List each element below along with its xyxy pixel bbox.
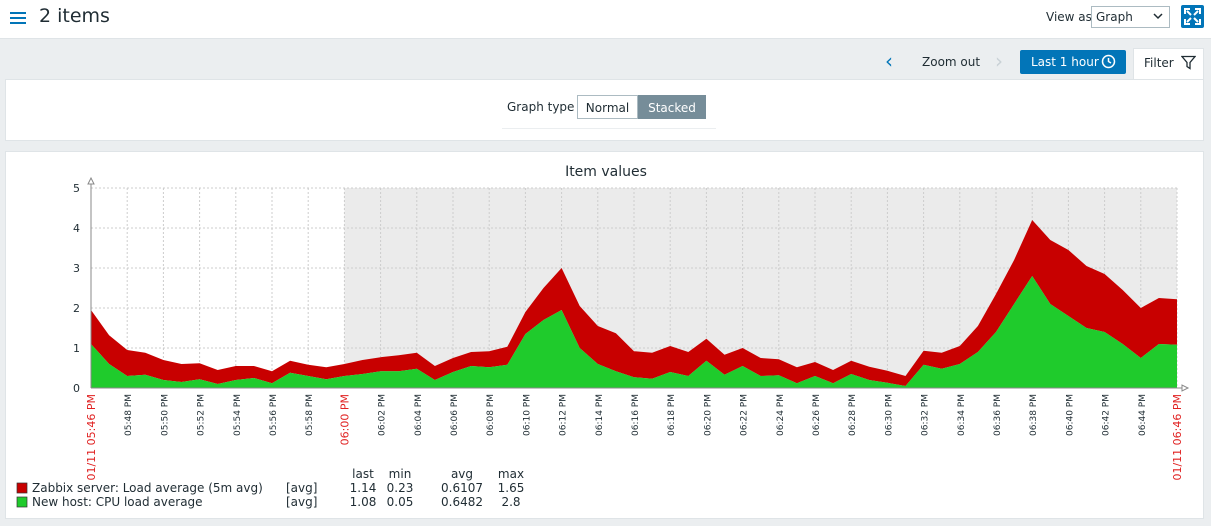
chevron-down-icon <box>1153 13 1163 20</box>
x-tick-label: 05:54 PM <box>233 394 243 436</box>
legend-header-avg: avg <box>451 467 473 481</box>
page-title: 2 items <box>39 5 110 27</box>
view-as-label: View as <box>1046 10 1092 24</box>
x-tick-label: 06:22 PM <box>740 394 750 436</box>
legend-value-avg: 0.6107 <box>441 481 483 495</box>
x-axis-arrow-icon <box>1181 384 1190 392</box>
time-period-label: Last 1 hour <box>1031 55 1099 69</box>
x-tick-label: 06:30 PM <box>884 394 894 436</box>
x-tick-label: 06:32 PM <box>921 394 931 436</box>
y-tick-label: 3 <box>73 262 80 275</box>
legend-swatch <box>16 496 28 508</box>
x-tick-label: 06:08 PM <box>486 394 496 436</box>
hamburger-icon[interactable] <box>8 8 28 28</box>
chevron-left-icon[interactable]: ‹ <box>885 49 893 73</box>
x-tick-label: 06:10 PM <box>522 394 532 436</box>
view-as-select[interactable]: Graph <box>1091 6 1170 28</box>
x-tick-label: 06:12 PM <box>559 394 569 436</box>
legend-value-min: 0.23 <box>387 481 414 495</box>
series-area-cpu-load <box>91 276 1177 388</box>
fullscreen-icon[interactable] <box>1181 5 1204 28</box>
x-tick-label: 06:44 PM <box>1138 394 1148 436</box>
x-tick-label: 06:38 PM <box>1029 394 1039 436</box>
x-tick-label: 06:04 PM <box>414 394 424 436</box>
x-tick-label: 05:56 PM <box>269 394 279 436</box>
clock-icon <box>1101 54 1116 69</box>
x-tick-label: 01/11 05:46 PM <box>85 394 98 481</box>
x-tick-label: 05:50 PM <box>160 394 170 436</box>
legend-header-max: max <box>498 467 524 481</box>
graph-panel: Item values 0 1 2 3 4 5 01/11 05:46 PM 05:48 PM 0… <box>5 151 1204 519</box>
x-tick-label: 06:02 PM <box>378 394 388 436</box>
series-area-zabbix-load <box>91 220 1177 386</box>
y-axis-arrow-icon <box>87 176 95 185</box>
graph-type-stacked-button[interactable]: Stacked <box>638 95 706 119</box>
x-tick-label: 06:34 PM <box>957 394 967 436</box>
legend-header-last: last <box>352 467 374 481</box>
view-as-value: Graph <box>1096 10 1133 24</box>
x-tick-label: 06:20 PM <box>703 394 713 436</box>
legend-swatch <box>16 482 28 494</box>
x-tick-label: 05:48 PM <box>124 394 134 436</box>
legend-func: [avg] <box>286 495 317 509</box>
x-tick-label: 06:06 PM <box>450 394 460 436</box>
y-tick-label: 4 <box>73 222 80 235</box>
fullscreen-glyph-icon <box>1184 8 1201 25</box>
time-period-button[interactable]: Last 1 hour <box>1020 50 1126 74</box>
y-tick-label: 5 <box>73 182 80 195</box>
x-tick-label: 05:52 PM <box>197 394 207 436</box>
x-tick-label: 06:36 PM <box>993 394 1003 436</box>
x-tick-label: 06:24 PM <box>776 394 786 436</box>
x-tick-label: 06:28 PM <box>848 394 858 436</box>
y-tick-label: 0 <box>73 382 80 395</box>
divider <box>502 128 716 129</box>
x-tick-label: 06:16 PM <box>631 394 641 436</box>
legend-value-min: 0.05 <box>387 495 414 509</box>
x-tick-label: 06:42 PM <box>1102 394 1112 436</box>
filter-tab[interactable]: Filter <box>1133 48 1204 80</box>
x-tick-label: 06:14 PM <box>595 394 605 436</box>
legend-series-name: New host: CPU load average <box>32 495 203 509</box>
chevron-right-icon[interactable]: › <box>995 49 1003 73</box>
legend-value-avg: 0.6482 <box>441 495 483 509</box>
graph-type-label: Graph type <box>507 100 575 114</box>
legend-series-name: Zabbix server: Load average (5m avg) <box>32 481 263 495</box>
filter-label: Filter <box>1144 56 1174 70</box>
legend-value-last: 1.08 <box>350 495 377 509</box>
legend-value-max: 1.65 <box>498 481 525 495</box>
x-tick-label: 06:26 PM <box>812 394 822 436</box>
y-tick-label: 2 <box>73 302 80 315</box>
zoom-out-button[interactable]: Zoom out <box>922 55 981 69</box>
x-tick-label: 06:00 PM <box>338 394 351 445</box>
page-header: 2 items View as Graph <box>0 0 1211 39</box>
legend-func: [avg] <box>286 481 317 495</box>
x-tick-label: 06:40 PM <box>1065 394 1075 436</box>
legend-value-last: 1.14 <box>350 481 377 495</box>
x-tick-label: 01/11 06:46 PM <box>1171 394 1184 481</box>
legend-header-min: min <box>389 467 412 481</box>
legend-value-max: 2.8 <box>501 495 520 509</box>
x-tick-label: 05:58 PM <box>305 394 315 436</box>
y-tick-label: 1 <box>73 342 80 355</box>
chart-title: Item values <box>565 164 647 180</box>
filter-panel: Graph type Normal Stacked <box>5 79 1204 141</box>
graph-type-normal-button[interactable]: Normal <box>577 95 638 119</box>
x-tick-label: 06:18 PM <box>667 394 677 436</box>
filter-icon <box>1181 55 1196 70</box>
